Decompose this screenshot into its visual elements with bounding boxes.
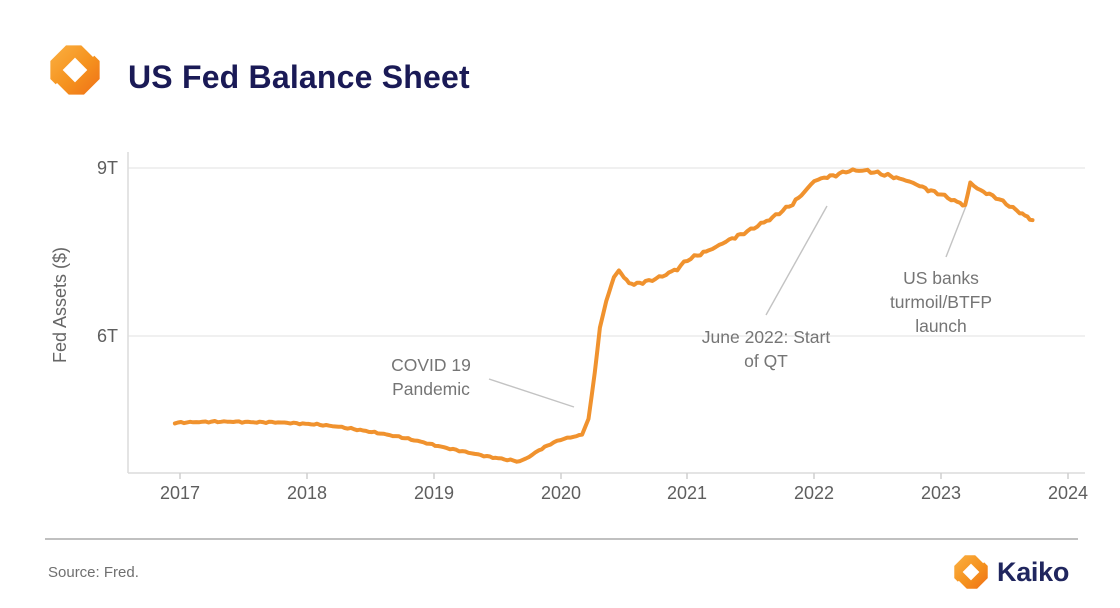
- annotation-line: US banks: [903, 268, 979, 288]
- annotation-line: launch: [915, 316, 967, 336]
- x-tick-label-2023: 2023: [920, 483, 962, 503]
- kaiko-logo-icon: [46, 42, 104, 98]
- x-axis-tick-marks: [179, 473, 1069, 479]
- x-tick-label-2017: 2017: [159, 483, 201, 503]
- annotation-line: of QT: [744, 351, 788, 371]
- annotation-line: turmoil/BTFP: [889, 292, 993, 312]
- annotation-line: Pandemic: [392, 379, 470, 399]
- annotation-covid-pandemic: COVID 19 Pandemic: [331, 353, 531, 401]
- y-tick-label-6t: 6T: [96, 326, 118, 346]
- x-tick-label-2019: 2019: [413, 483, 455, 503]
- x-tick-label-2020: 2020: [540, 483, 582, 503]
- banks-leader-line: [945, 205, 967, 258]
- qt-leader-line: [765, 205, 828, 316]
- x-tick-label-2022: 2022: [793, 483, 835, 503]
- annotation-line: COVID 19: [391, 355, 471, 375]
- x-tick-label-2018: 2018: [286, 483, 328, 503]
- y-tick-label-9t: 9T: [96, 158, 118, 178]
- brand-footer: Kaiko: [952, 553, 1069, 591]
- annotation-qt-start: June 2022: Start of QT: [666, 325, 866, 373]
- annotation-banks-turmoil: US banks turmoil/BTFP launch: [841, 266, 1041, 338]
- chart-title: US Fed Balance Sheet: [128, 59, 470, 95]
- x-tick-label-2024: 2024: [1047, 483, 1089, 503]
- kaiko-logo-icon: [952, 553, 990, 591]
- source-note: Source: Fred.: [48, 564, 139, 581]
- y-axis-title: Fed Assets ($): [50, 246, 70, 364]
- brand-name: Kaiko: [997, 556, 1070, 587]
- x-tick-label-2021: 2021: [666, 483, 708, 503]
- annotation-line: June 2022: Start: [701, 327, 831, 347]
